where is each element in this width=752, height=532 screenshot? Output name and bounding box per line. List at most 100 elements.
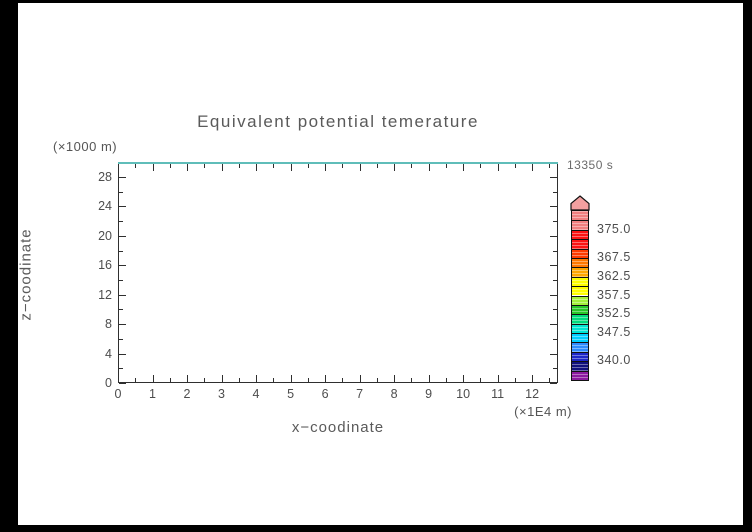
- time-stamp-label: 13350 s: [567, 158, 614, 172]
- major-tick-right: [550, 294, 557, 296]
- colorbar-level-label: 357.5: [597, 287, 631, 302]
- major-tick-left: [119, 324, 126, 326]
- major-tick-right: [550, 383, 557, 384]
- colorbar-segment: [572, 229, 588, 240]
- y-axis-label: z−coodinate: [17, 228, 35, 321]
- major-tick-top: [118, 164, 119, 171]
- x-tick-label: 8: [390, 387, 398, 401]
- major-tick-right: [550, 353, 557, 355]
- colorbar-segment-divider: [572, 370, 588, 372]
- major-tick-bottom: [290, 375, 292, 382]
- minor-tick-bottom: [238, 378, 240, 382]
- colorbar-segment: [572, 304, 588, 315]
- minor-tick-top: [514, 164, 516, 168]
- colorbar-segment: [572, 276, 588, 287]
- minor-tick-right: [553, 221, 557, 223]
- colorbar-level-label: 375.0: [597, 221, 631, 236]
- frame-edge-left: [0, 0, 18, 532]
- minor-tick-top: [273, 164, 275, 168]
- x-tick-label: 4: [252, 387, 260, 401]
- major-tick-top: [290, 164, 292, 171]
- major-tick-left: [119, 206, 126, 208]
- colorbar-segment: [572, 361, 588, 371]
- major-tick-left: [119, 235, 126, 237]
- minor-tick-bottom: [549, 378, 551, 382]
- minor-tick-top: [376, 164, 378, 168]
- y-tick-label: 16: [98, 258, 112, 273]
- major-tick-top: [428, 164, 430, 171]
- y-axis-units: (×1000 m): [53, 139, 118, 154]
- colorbar-segment: [572, 351, 588, 362]
- major-tick-right: [550, 206, 557, 208]
- major-tick-bottom: [428, 375, 430, 382]
- major-tick-top: [394, 164, 396, 171]
- minor-tick-top: [445, 164, 447, 168]
- minor-tick-top: [238, 164, 240, 168]
- colorbar-segment: [572, 370, 588, 380]
- major-tick-bottom: [118, 375, 119, 382]
- colorbar: [571, 210, 589, 381]
- minor-tick-left: [119, 368, 123, 370]
- colorbar-segment: [572, 257, 588, 268]
- colorbar-level-label: 367.5: [597, 249, 631, 264]
- major-tick-right: [550, 235, 557, 237]
- frame-edge-top: [0, 0, 752, 3]
- major-tick-right: [550, 176, 557, 178]
- colorbar-segment: [572, 248, 588, 258]
- x-tick-label: 1: [149, 387, 156, 401]
- colorbar-segment-divider: [572, 257, 588, 259]
- x-tick-label: 11: [491, 387, 505, 401]
- colorbar-segment: [572, 220, 588, 230]
- y-tick-label: 8: [105, 317, 112, 332]
- minor-tick-right: [553, 309, 557, 311]
- y-tick-label: 4: [105, 346, 112, 361]
- major-tick-top: [187, 164, 189, 171]
- major-tick-bottom: [187, 375, 189, 382]
- y-tick-label: 12: [98, 287, 112, 302]
- colorbar-segment: [572, 323, 588, 334]
- major-tick-right: [550, 324, 557, 326]
- major-tick-left: [119, 294, 126, 296]
- x-tick-label: 3: [218, 387, 225, 401]
- minor-tick-top: [307, 164, 309, 168]
- y-tick-label: 28: [98, 169, 112, 184]
- x-tick-label: 0: [114, 387, 122, 401]
- x-tick-label: 6: [321, 387, 329, 401]
- minor-tick-bottom: [342, 378, 344, 382]
- top-boundary-contour-line: [118, 162, 558, 164]
- minor-tick-right: [553, 191, 557, 193]
- minor-tick-top: [135, 164, 137, 168]
- minor-tick-top: [549, 164, 551, 168]
- minor-tick-bottom: [135, 378, 137, 382]
- colorbar-segment-divider: [572, 220, 588, 222]
- y-tick-label: 24: [98, 199, 112, 214]
- minor-tick-top: [342, 164, 344, 168]
- major-tick-top: [152, 164, 154, 171]
- colorbar-segment-divider: [572, 267, 588, 269]
- colorbar-segment-divider: [572, 248, 588, 250]
- major-tick-left: [119, 353, 126, 355]
- minor-tick-bottom: [273, 378, 275, 382]
- colorbar-segment-divider: [572, 276, 588, 278]
- colorbar-segment-divider: [572, 239, 588, 241]
- minor-tick-right: [553, 279, 557, 281]
- colorbar-segment: [572, 333, 588, 343]
- colorbar-segment-divider: [572, 333, 588, 335]
- major-tick-top: [256, 164, 258, 171]
- colorbar-segment-divider: [572, 295, 588, 297]
- major-tick-top: [325, 164, 327, 171]
- colorbar-segment: [572, 267, 588, 277]
- minor-tick-right: [553, 250, 557, 252]
- major-tick-bottom: [256, 375, 258, 382]
- minor-tick-bottom: [411, 378, 413, 382]
- major-tick-bottom: [532, 375, 534, 382]
- major-tick-top: [359, 164, 361, 171]
- major-tick-left: [119, 176, 126, 178]
- minor-tick-left: [119, 250, 123, 252]
- colorbar-segment-divider: [572, 304, 588, 306]
- y-tick-label: 0: [105, 376, 112, 390]
- major-tick-bottom: [497, 375, 499, 382]
- chart-title: Equivalent potential temerature: [197, 112, 479, 131]
- x-tick-label: 5: [287, 387, 295, 401]
